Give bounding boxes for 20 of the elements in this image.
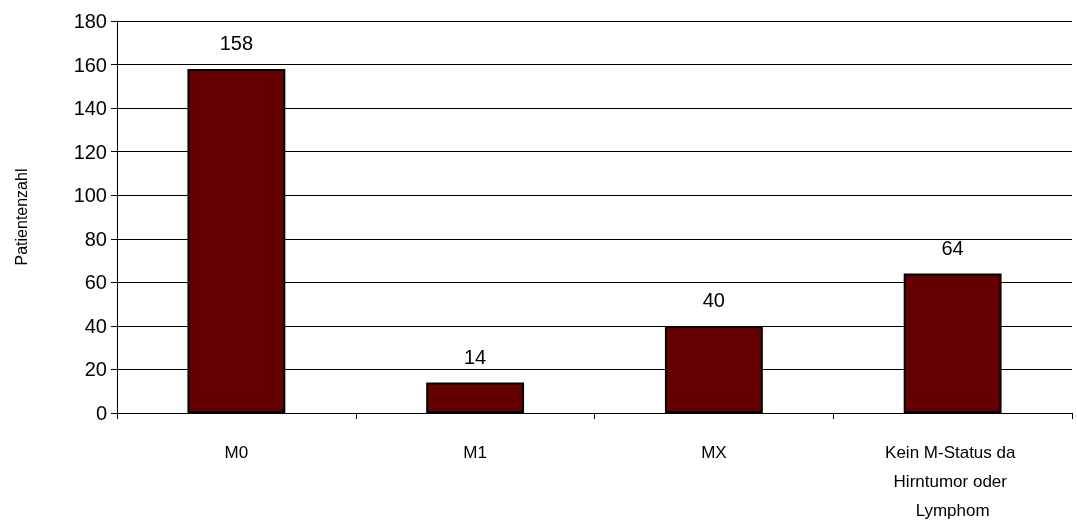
y-tick-label: 40: [84, 314, 107, 337]
x-tick-label: MX: [701, 443, 727, 462]
data-label: 14: [464, 345, 487, 368]
data-label: 40: [702, 288, 725, 311]
y-tick-label: 0: [95, 402, 107, 424]
y-tick-label: 160: [73, 53, 107, 76]
bar: [426, 382, 525, 413]
y-tick-label: 100: [73, 184, 107, 207]
y-tick-label: 80: [84, 227, 107, 250]
y-tick-label: 20: [84, 358, 107, 381]
x-tick-label: M0: [224, 443, 249, 462]
x-tick-label: Kein M-Status da Hirntumor oder Lymphom: [885, 443, 1021, 520]
data-label: 64: [941, 236, 964, 259]
y-tick-label: 140: [73, 97, 107, 120]
y-axis-title: Patientenzahl: [12, 168, 30, 266]
y-tick-label: 120: [73, 140, 107, 163]
y-tick-label: 180: [73, 10, 107, 32]
y-tick-label: 60: [84, 271, 107, 294]
x-tick-label: M1: [463, 443, 487, 462]
data-label: 158: [219, 31, 254, 54]
